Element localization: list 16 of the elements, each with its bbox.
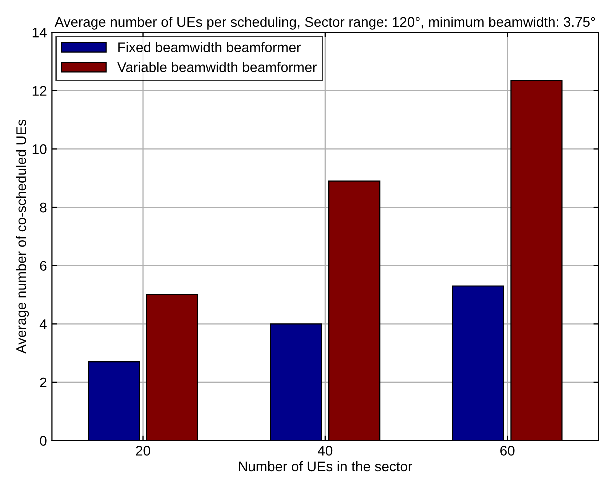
- y-tick-label: 10: [32, 144, 47, 154]
- y-tick-label: 12: [32, 86, 47, 96]
- y-tick-label: 0: [40, 436, 47, 446]
- y-tick-label: 4: [40, 320, 47, 330]
- legend-label: Fixed beamwidth beamformer: [118, 42, 301, 52]
- y-tick-label: 6: [40, 261, 47, 272]
- chart-title: Average number of UEs per scheduling, Sector range: 120°, minimum beamwidth: 3.75°: [54, 16, 596, 30]
- y-tick-label: 8: [40, 202, 47, 213]
- x-axis-title: Number of UEs in the sector: [239, 461, 412, 472]
- y-axis-title: Average number of co-scheduled UEs: [16, 120, 30, 354]
- x-tick-label: 40: [318, 446, 333, 456]
- legend-label: Variable beamwidth beamformer: [118, 62, 317, 72]
- y-tick-label: 14: [32, 28, 47, 38]
- y-tick-label: 2: [40, 378, 47, 388]
- x-tick-label: 60: [500, 446, 515, 456]
- x-tick-label: 20: [136, 446, 150, 456]
